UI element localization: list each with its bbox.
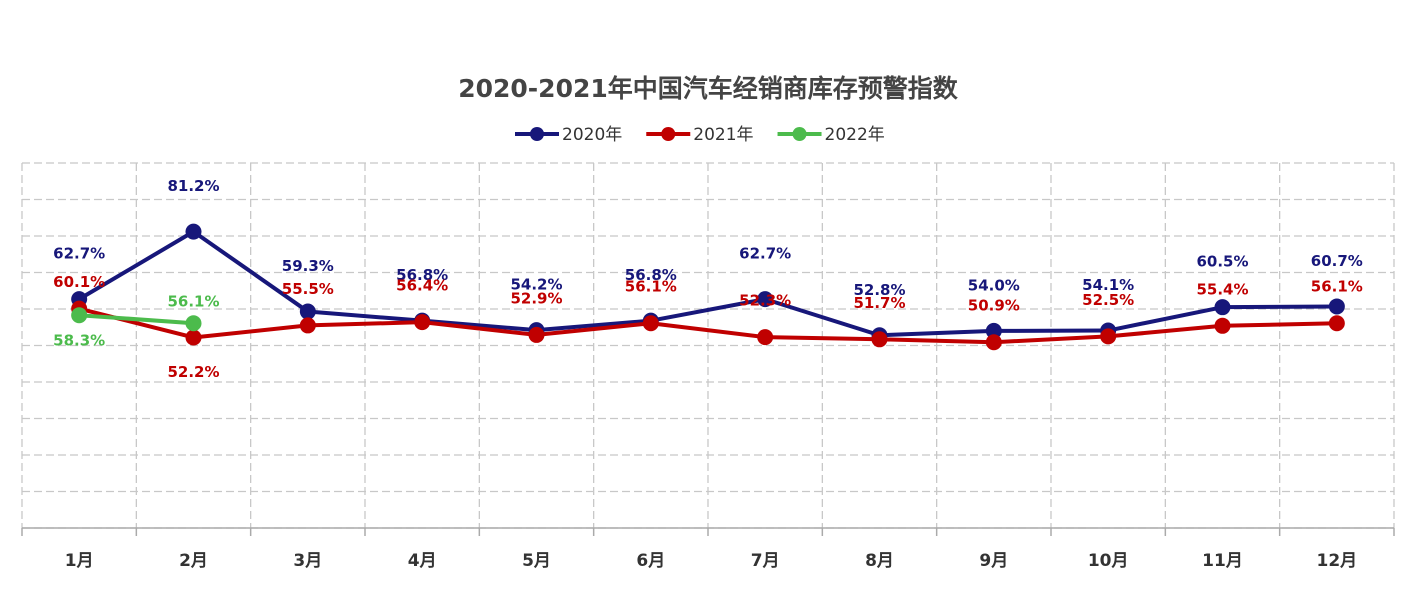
data-label: 60.7%	[1311, 252, 1363, 270]
data-point	[1100, 328, 1117, 345]
chart-title: 2020-2021年中国汽车经销商库存预警指数	[458, 74, 959, 103]
data-point	[757, 329, 774, 346]
data-label: 50.9%	[968, 297, 1020, 315]
data-label: 52.3%	[739, 292, 791, 310]
legend-label: 2020年	[562, 125, 622, 145]
data-point	[299, 303, 316, 320]
series-line	[79, 313, 194, 326]
x-tick-label: 3月	[293, 551, 322, 571]
data-label: 56.1%	[167, 293, 219, 311]
x-tick-label: 1月	[65, 551, 94, 571]
data-label: 52.8%	[853, 281, 905, 299]
data-point	[985, 322, 1002, 339]
data-label: 59.3%	[282, 257, 334, 275]
data-point	[1214, 317, 1231, 334]
data-point	[642, 315, 659, 332]
data-label: 60.1%	[53, 273, 105, 291]
legend-marker	[792, 127, 807, 141]
x-tick-label: 4月	[408, 551, 437, 571]
data-label: 62.7%	[53, 245, 105, 263]
legend-label: 2022年	[825, 125, 885, 145]
x-tick-label: 6月	[636, 551, 665, 571]
series-line	[78, 306, 1337, 345]
data-label: 60.5%	[1196, 253, 1248, 271]
data-point	[871, 331, 888, 348]
data-point	[1328, 298, 1345, 315]
data-label: 55.4%	[1196, 280, 1248, 298]
data-point	[1214, 299, 1231, 316]
data-label: 81.2%	[167, 177, 219, 195]
data-point	[985, 334, 1002, 351]
data-label: 54.1%	[1082, 276, 1134, 294]
legend-item: 2020年	[515, 125, 622, 145]
data-label: 52.9%	[510, 289, 562, 307]
series-line	[78, 229, 1337, 338]
data-point	[185, 329, 202, 346]
data-label: 51.7%	[853, 294, 905, 312]
legend-label: 2021年	[693, 125, 753, 145]
x-tick-label: 12月	[1316, 551, 1357, 571]
legend-marker	[661, 127, 676, 141]
x-tick-label: 7月	[751, 551, 780, 571]
legend-item: 2022年	[777, 125, 885, 145]
data-label: 54.0%	[968, 276, 1020, 294]
legend-item: 2021年	[646, 125, 754, 145]
data-point	[71, 307, 88, 324]
legend: 2020年 2021年 2022年	[515, 125, 885, 145]
data-point	[1328, 315, 1345, 332]
x-tick-label: 2月	[179, 551, 208, 571]
x-tick-label: 5月	[522, 551, 551, 571]
x-tick-label: 11月	[1202, 551, 1243, 571]
data-label: 62.7%	[739, 245, 791, 263]
data-label: 54.2%	[510, 276, 562, 294]
data-label: 58.3%	[53, 332, 105, 350]
legend-marker	[530, 127, 544, 141]
x-tick-label: 9月	[979, 551, 1008, 571]
data-label: 52.5%	[1082, 291, 1134, 309]
data-label: 56.1%	[625, 278, 677, 296]
data-label: 56.8%	[396, 266, 448, 284]
x-tick-label: 8月	[865, 551, 894, 571]
data-point	[299, 317, 316, 334]
data-label: 55.5%	[282, 280, 334, 298]
x-tick-label: 10月	[1088, 551, 1129, 571]
data-point	[528, 326, 545, 343]
data-label: 52.2%	[167, 363, 219, 381]
data-point	[185, 223, 202, 240]
data-label: 56.4%	[396, 277, 448, 295]
data-label: 56.8%	[625, 266, 677, 284]
data-point	[185, 315, 202, 332]
data-label: 56.1%	[1311, 278, 1363, 296]
data-point	[757, 291, 774, 308]
data-point	[414, 314, 431, 331]
